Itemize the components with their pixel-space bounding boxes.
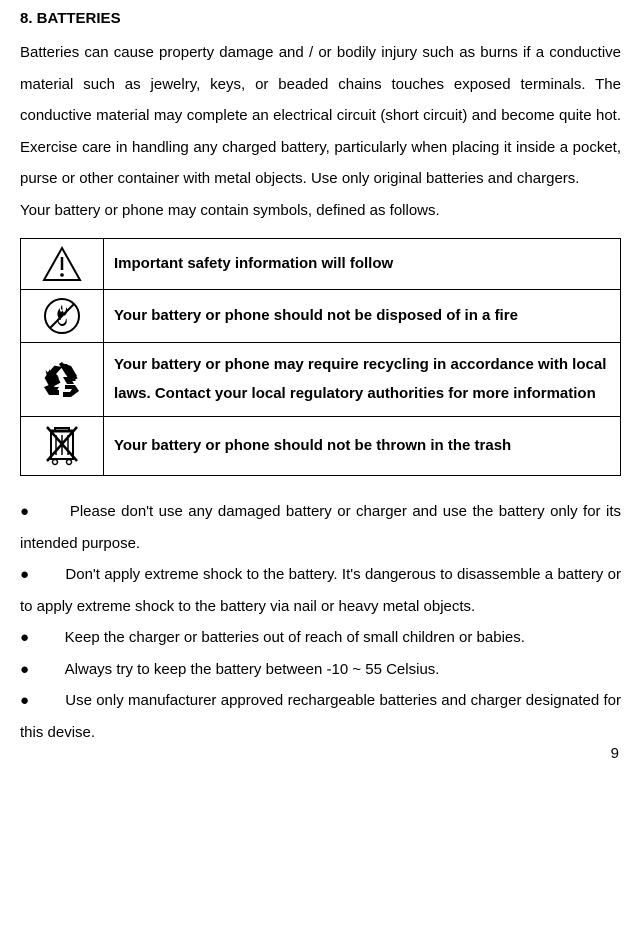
bullet-text: Don't apply extreme shock to the battery… xyxy=(20,566,621,615)
symbol-description: Your battery or phone should not be thro… xyxy=(104,417,621,476)
bullet-text: Keep the charger or batteries out of rea… xyxy=(65,629,525,646)
symbol-description: Your battery or phone may require recycl… xyxy=(104,343,621,417)
bullet-icon: ● xyxy=(20,622,48,654)
bullet-icon: ● xyxy=(20,559,48,591)
list-item: ● Please don't use any damaged battery o… xyxy=(20,496,621,559)
page: 8. BATTERIES Batteries can cause propert… xyxy=(0,0,641,768)
list-item: ● Always try to keep the battery between… xyxy=(20,654,621,686)
table-row: Your battery or phone should not be thro… xyxy=(21,417,621,476)
list-item: ● Use only manufacturer approved recharg… xyxy=(20,685,621,748)
no-fire-icon xyxy=(21,290,104,343)
bullet-icon: ● xyxy=(20,496,48,528)
warning-triangle-icon xyxy=(21,239,104,290)
bullet-text: Always try to keep the battery between -… xyxy=(65,661,440,678)
table-row: Your battery or phone should not be disp… xyxy=(21,290,621,343)
symbol-description: Your battery or phone should not be disp… xyxy=(104,290,621,343)
bullet-text: Please don't use any damaged battery or … xyxy=(20,503,621,552)
bullet-icon: ● xyxy=(20,685,48,717)
table-row: Important safety information will follow xyxy=(21,239,621,290)
table-row: Your battery or phone may require recycl… xyxy=(21,343,621,417)
bullet-text: Use only manufacturer approved rechargea… xyxy=(20,692,621,741)
page-number: 9 xyxy=(611,745,619,762)
list-item: ● Keep the charger or batteries out of r… xyxy=(20,622,621,654)
intro-paragraph-2: Your battery or phone may contain symbol… xyxy=(20,195,621,227)
section-heading: 8. BATTERIES xyxy=(20,10,621,27)
no-trash-icon xyxy=(21,417,104,476)
bullet-icon: ● xyxy=(20,654,48,686)
intro-paragraph-1: Batteries can cause property damage and … xyxy=(20,37,621,195)
list-item: ● Don't apply extreme shock to the batte… xyxy=(20,559,621,622)
symbols-table: Important safety information will follow… xyxy=(20,238,621,476)
recycle-icon xyxy=(21,343,104,417)
bullet-list: ● Please don't use any damaged battery o… xyxy=(20,496,621,748)
symbol-description: Important safety information will follow xyxy=(104,239,621,290)
